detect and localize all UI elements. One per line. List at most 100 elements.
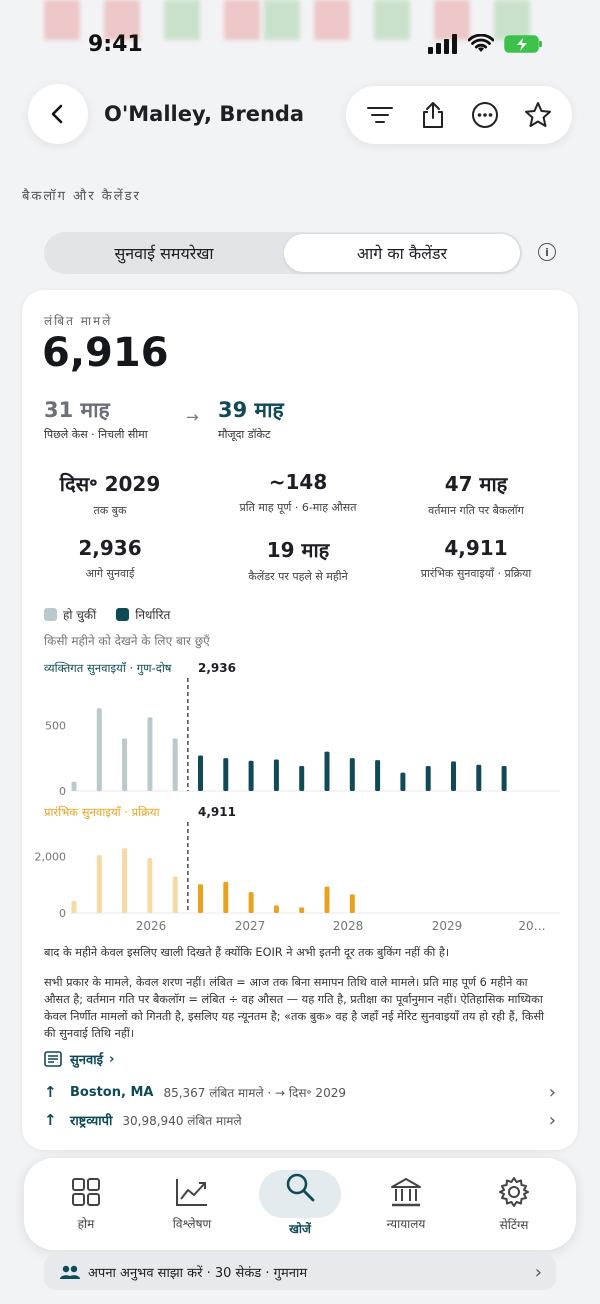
background-blur [0, 0, 600, 180]
current-wait-label: मौजूदा डॉकेट [218, 428, 271, 441]
feedback-text: अपना अनुभव साझा करें · 30 सेकंड · गुमनाम [88, 1266, 308, 1281]
stat-value: 4,911 [444, 536, 508, 560]
chevron-right-icon: › [534, 1261, 542, 1283]
x-tick-label: 20… [518, 919, 545, 933]
bar-scheduled [476, 764, 482, 791]
bar-scheduled [451, 761, 456, 791]
bar-scheduled [425, 766, 431, 791]
court-icon [391, 1177, 421, 1206]
bar-done [96, 708, 102, 791]
segment-timeline[interactable]: सुनवाई समयरेखा [114, 244, 214, 263]
bar-done [71, 781, 77, 791]
active-tab-indicator [259, 1170, 341, 1218]
stat-label: कैलेंडर पर पहले से महीने [248, 570, 348, 583]
filter-icon [367, 107, 394, 123]
tab-search[interactable]: खोजें [250, 1158, 350, 1250]
action-group [346, 86, 572, 144]
info-icon[interactable]: i [538, 243, 556, 261]
signal-icon [428, 34, 457, 54]
stat-value: 2,936 [78, 536, 142, 560]
pending-value: 6,916 [42, 330, 169, 376]
tab-label: सेटिंग्स [499, 1217, 529, 1232]
grid-icon [72, 1177, 100, 1206]
stat-value: 19 माह [266, 538, 330, 562]
tab-label: विश्लेषण [172, 1216, 212, 1231]
x-tick-label: 2027 [235, 919, 266, 933]
legend-scheduled-label: निर्धारित [135, 608, 171, 622]
share-button[interactable] [413, 95, 453, 135]
bar-done [172, 876, 178, 913]
bar-scheduled [198, 884, 203, 913]
section-label: बैकलॉग और कैलेंडर [22, 189, 141, 204]
legend-scheduled: निर्धारित [116, 606, 170, 623]
status-time: 9:41 [88, 32, 143, 57]
y-tick-label: 2,000 [35, 851, 67, 864]
arrow-right-icon: → [186, 408, 199, 426]
x-tick-label: 2026 [136, 919, 167, 933]
back-button[interactable] [28, 84, 88, 144]
legend-done-label: हो चुकीं [63, 608, 97, 622]
chart-title: व्यक्तिगत सुनवाइयाँ · गुण-दोष [44, 661, 172, 676]
y-tick-label: 500 [45, 719, 66, 732]
stat-preliminary-hearings: 4,911 प्रारंभिक सुनवाइयाँ · प्रक्रिया [386, 536, 566, 581]
hearings-link[interactable]: सुनवाई › [44, 1050, 114, 1068]
tab-label: न्यायालय [386, 1216, 426, 1231]
people-icon [60, 1265, 80, 1279]
x-tick-label: 2028 [333, 919, 364, 933]
national-name: राष्ट्रव्यापी [70, 1114, 113, 1129]
chart-hint: किसी महीने को देखने के लिए बार छुएँ [44, 634, 210, 648]
bar-scheduled [299, 766, 305, 791]
more-button[interactable] [465, 95, 505, 135]
stat-label: आगे सुनवाई [85, 567, 135, 580]
share-icon [422, 102, 443, 128]
stat-value: 47 माह [444, 472, 508, 496]
stat-label: प्रति माह पूर्ण · 6-माह औसत [239, 501, 357, 514]
court-row-boston[interactable]: ↑ Boston, MA 85,367 लंबित मामले · → दिस॰… [44, 1082, 556, 1103]
stat-completed-per-month: ~148 प्रति माह पूर्ण · 6-माह औसत [208, 470, 388, 515]
chart-icon [176, 1178, 207, 1206]
bar-scheduled [198, 755, 203, 791]
bar-scheduled [375, 760, 381, 791]
tab-bar: होम विश्लेषण खोजें न्यायालय सेटिंग्स [24, 1158, 576, 1250]
filter-button[interactable] [360, 95, 400, 135]
stat-months-on-calendar: 19 माह कैलेंडर पर पहले से महीने [208, 536, 388, 584]
bar-done [122, 738, 128, 791]
page-title: O'Malley, Brenda [104, 102, 305, 126]
tab-home[interactable]: होम [36, 1158, 136, 1250]
tab-analytics[interactable]: विश्लेषण [142, 1158, 242, 1250]
boston-info: 85,367 लंबित मामले · → दिस॰ 2029 [163, 1085, 346, 1100]
bar-scheduled [349, 758, 355, 791]
bar-scheduled [223, 758, 229, 791]
bar-done [96, 855, 102, 913]
chart-total: 4,911 [198, 805, 236, 819]
national-info: 30,98,940 लंबित मामले [122, 1113, 242, 1128]
ellipsis-icon [472, 102, 499, 128]
search-icon [286, 1173, 315, 1201]
tab-settings[interactable]: सेटिंग्स [464, 1158, 564, 1250]
court-row-national[interactable]: ↑ राष्ट्रव्यापी 30,98,940 लंबित मामले › [44, 1110, 556, 1131]
hearings-link-label: सुनवाई [70, 1053, 103, 1068]
tab-label: खोजें [289, 1221, 311, 1236]
backlog-card [22, 290, 578, 1150]
bar-done [147, 858, 153, 913]
segmented-control: सुनवाई समयरेखा आगे का कैलेंडर [44, 232, 522, 274]
star-icon [524, 102, 551, 127]
chart-title: प्रारंभिक सुनवाइयाँ · प्रक्रिया [44, 805, 161, 820]
gear-icon [499, 1176, 529, 1207]
bar-scheduled [349, 894, 355, 913]
stat-label: प्रारंभिक सुनवाइयाँ · प्रक्रिया [420, 567, 532, 580]
segment-calendar[interactable]: आगे का कैलेंडर [284, 234, 520, 272]
legend-done: हो चुकीं [44, 606, 96, 623]
stat-value: ~148 [268, 470, 328, 494]
tab-label: होम [77, 1216, 95, 1231]
feedback-banner[interactable]: अपना अनुभव साझा करें · 30 सेकंड · गुमनाम… [44, 1254, 556, 1290]
chevron-right-icon: › [108, 1051, 115, 1067]
stat-value: दिस॰ 2029 [59, 472, 161, 496]
arrow-up-icon: ↑ [44, 1083, 57, 1101]
y-tick-label: 0 [59, 785, 66, 798]
status-bar: 9:41 [0, 28, 600, 62]
wifi-icon [468, 34, 494, 52]
top-bar: O'Malley, Brenda [20, 84, 576, 154]
tab-court[interactable]: न्यायालय [356, 1158, 456, 1250]
favorite-button[interactable] [518, 95, 558, 135]
